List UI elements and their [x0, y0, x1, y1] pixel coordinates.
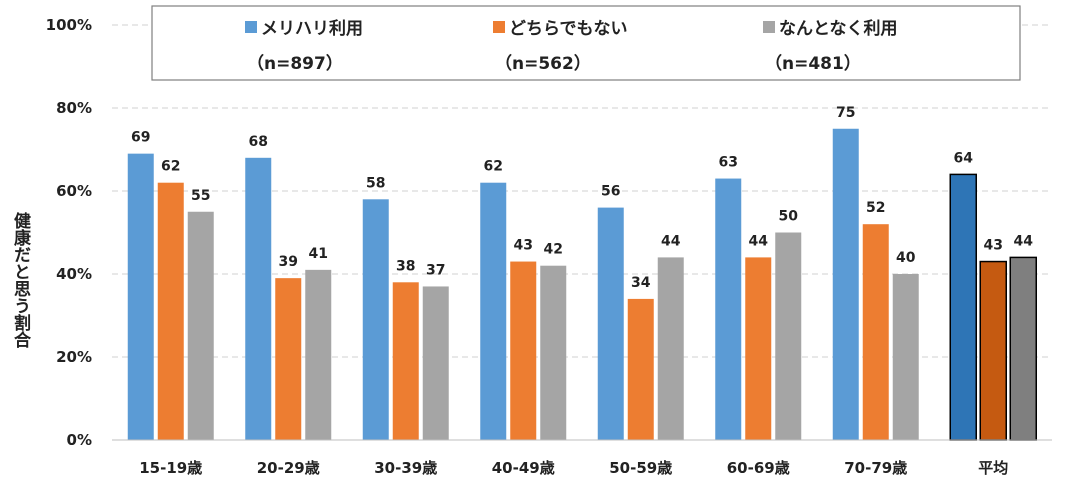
bar [862, 224, 889, 440]
data-label: 75 [836, 105, 855, 121]
data-label: 42 [544, 242, 563, 258]
x-category-label: 60-69歳 [727, 459, 790, 477]
y-tick-label: 20% [56, 348, 92, 366]
data-label: 62 [161, 159, 180, 175]
y-tick-label: 100% [46, 16, 92, 34]
legend-swatch [245, 21, 257, 33]
legend: メリハリ利用 （n=897） どちらでもない （n=562） なんとなく利用 （n=481… [151, 5, 1021, 81]
data-label: 38 [396, 258, 415, 274]
bar [657, 257, 684, 440]
data-label: 64 [954, 150, 974, 166]
bar [892, 274, 919, 440]
bar [979, 260, 1007, 441]
data-label: 62 [484, 159, 503, 175]
bar [949, 173, 977, 441]
legend-series-name: メリハリ利用 [261, 18, 363, 39]
bar [510, 261, 537, 440]
x-category-label: 平均 [978, 459, 1008, 477]
data-label: 44 [749, 233, 769, 249]
legend-swatch [763, 21, 775, 33]
bar [1009, 256, 1037, 441]
y-tick-label: 0% [67, 431, 92, 449]
bar [540, 265, 567, 440]
data-label: 68 [249, 134, 268, 150]
x-axis-categories: 15-19歳 20-29歳 30-39歳 40-49歳 50-59歳 60-69歳 70-7… [139, 459, 1008, 477]
legend-series-n: （n=562） [495, 53, 591, 74]
y-tick-label: 80% [56, 99, 92, 117]
data-label: 43 [514, 238, 533, 254]
data-label: 52 [866, 200, 885, 216]
x-category-label: 15-19歳 [139, 459, 202, 477]
bar [362, 199, 389, 440]
bar [245, 157, 272, 441]
legend-series-name: どちらでもない [509, 19, 628, 39]
bar [775, 232, 802, 440]
bar [305, 269, 332, 440]
bar [422, 286, 449, 440]
legend-swatch [493, 21, 505, 33]
bar [127, 153, 154, 440]
x-category-label: 30-39歳 [374, 459, 437, 477]
data-label: 41 [309, 246, 328, 262]
data-label: 39 [279, 254, 298, 270]
x-category-label: 70-79歳 [844, 459, 907, 477]
y-tick-label: 60% [56, 182, 92, 200]
y-axis-ticks: 0% 20% 40% 60% 80% 100% [46, 16, 92, 449]
x-category-label: 20-29歳 [257, 459, 320, 477]
x-category-label: 50-59歳 [609, 459, 672, 477]
legend-series-n: （n=481） [765, 53, 861, 74]
bar [627, 298, 654, 440]
x-category-label: 40-49歳 [492, 459, 555, 477]
data-label: 40 [896, 250, 916, 266]
legend-series-name: なんとなく利用 [779, 18, 898, 39]
bar [187, 211, 214, 440]
data-label: 50 [779, 209, 799, 225]
bar [392, 282, 419, 440]
data-label: 55 [191, 188, 210, 204]
bar [597, 207, 624, 440]
data-label: 34 [631, 275, 651, 291]
bar [480, 182, 507, 440]
bar [275, 278, 302, 440]
data-label: 69 [131, 130, 150, 146]
data-label: 58 [366, 175, 385, 191]
bar [745, 257, 772, 440]
bar [715, 178, 742, 441]
data-label: 56 [601, 184, 620, 200]
bars: 69 62 55 68 39 41 58 38 37 62 43 42 56 34 44 63 44 50 75 52… [127, 105, 1037, 441]
y-axis-label: 健康だと思う割合 [10, 211, 31, 349]
bar [832, 128, 859, 440]
legend-series-n: （n=897） [247, 53, 343, 74]
data-label: 37 [426, 262, 445, 278]
data-label: 44 [1014, 233, 1034, 249]
bar [157, 182, 184, 440]
data-label: 63 [719, 155, 738, 171]
data-label: 44 [661, 233, 681, 249]
legend-box [151, 5, 1021, 81]
data-label: 43 [984, 238, 1003, 254]
y-tick-label: 40% [56, 265, 92, 283]
